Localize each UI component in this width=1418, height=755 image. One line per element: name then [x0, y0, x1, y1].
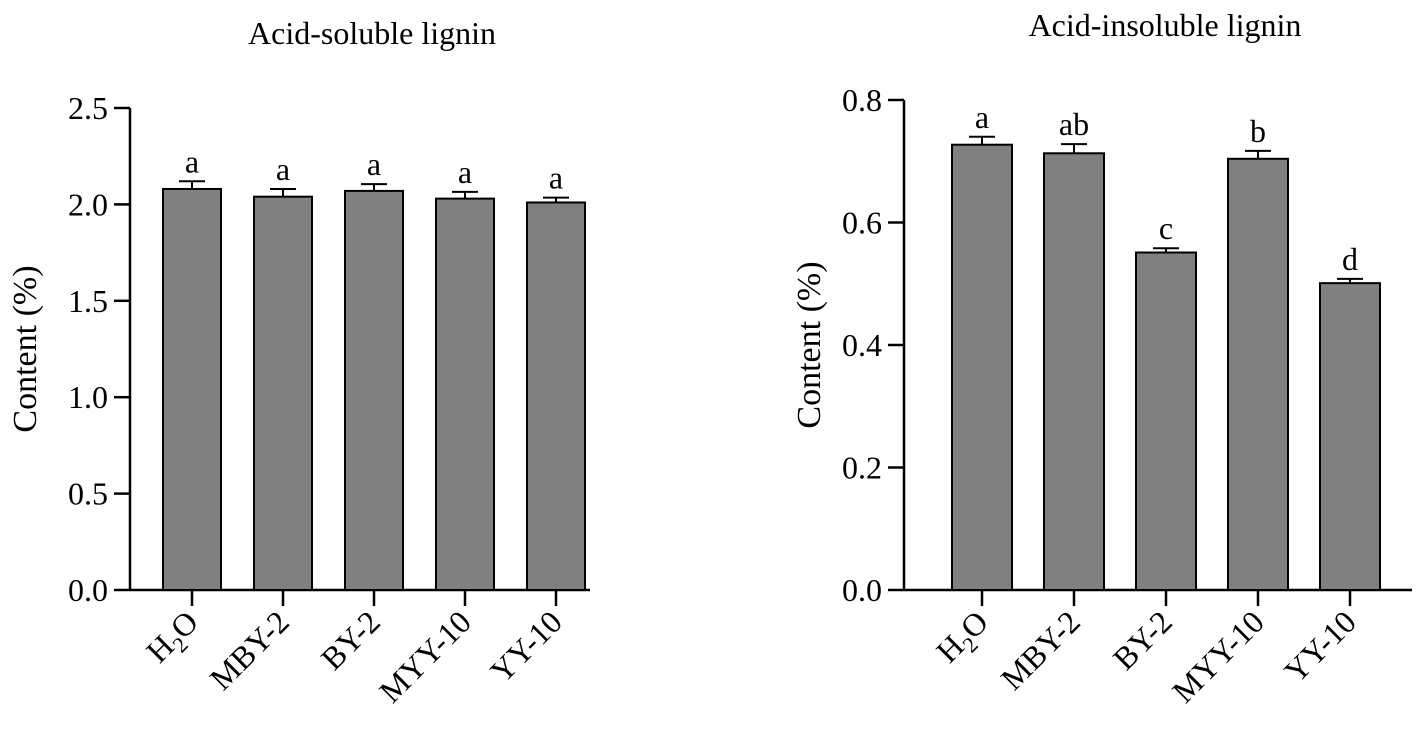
y-axis-label: Content (%)	[791, 261, 828, 428]
y-tick-label: 2.5	[68, 90, 108, 126]
x-tick-label: MBY-2	[994, 603, 1087, 696]
significance-letter: a	[367, 146, 381, 182]
x-tick-label: MBY-2	[203, 603, 296, 696]
significance-letter: b	[1250, 113, 1266, 149]
bar-h2o	[162, 187, 222, 591]
y-tick-label: 0.8	[842, 82, 882, 118]
y-tick-label: 0.5	[68, 476, 108, 512]
x-tick-label: YY-10	[1277, 603, 1363, 689]
chart-title: Acid-insoluble lignin	[1029, 7, 1302, 43]
bar-by-2	[1135, 251, 1197, 591]
x-tick-label: H2O	[929, 603, 999, 673]
bar-by-2	[344, 189, 404, 592]
acid-insoluble-lignin-chart: Acid-insoluble lignin Content (%) 0.0 0.2 0.…	[791, 7, 1412, 709]
x-tick-label: MYY-10	[372, 603, 478, 709]
chart-title: Acid-soluble lignin	[248, 15, 496, 51]
significance-letter: d	[1342, 241, 1358, 277]
bar-myy-10	[1227, 157, 1289, 592]
significance-letter: a	[549, 160, 563, 196]
significance-letter: c	[1159, 210, 1173, 246]
bar-myy-10	[435, 197, 495, 591]
significance-letter: a	[458, 154, 472, 190]
y-tick-label: 0.2	[842, 450, 882, 486]
significance-letter: a	[276, 151, 290, 187]
bar-yy-10	[1319, 282, 1381, 591]
x-tick-label: YY-10	[483, 603, 569, 689]
acid-soluble-lignin-chart: Acid-soluble lignin Content (%) 0.0 0.5 1.0 1…	[7, 15, 590, 709]
x-tick-label: H2O	[139, 603, 209, 673]
y-tick-label: 1.5	[68, 283, 108, 319]
bar-yy-10	[526, 201, 586, 592]
x-tick-label: MYY-10	[1165, 603, 1271, 709]
y-tick-label: 0.0	[842, 572, 882, 608]
x-tick-label: BY-2	[1106, 603, 1179, 676]
bar-mby-2	[1043, 152, 1105, 591]
y-tick-label: 0.4	[842, 327, 882, 363]
significance-letter: a	[975, 99, 989, 135]
y-axis-label: Content (%)	[7, 265, 44, 432]
y-tick-label: 1.0	[68, 379, 108, 415]
bar-mby-2	[253, 195, 313, 592]
y-tick-label: 0.6	[842, 205, 882, 241]
x-tick-label: BY-2	[314, 603, 387, 676]
y-tick-label: 0.0	[68, 572, 108, 608]
y-tick-label: 2.0	[68, 186, 108, 222]
bar-h2o	[951, 143, 1013, 591]
significance-letter: ab	[1059, 106, 1089, 142]
significance-letter: a	[185, 143, 199, 179]
